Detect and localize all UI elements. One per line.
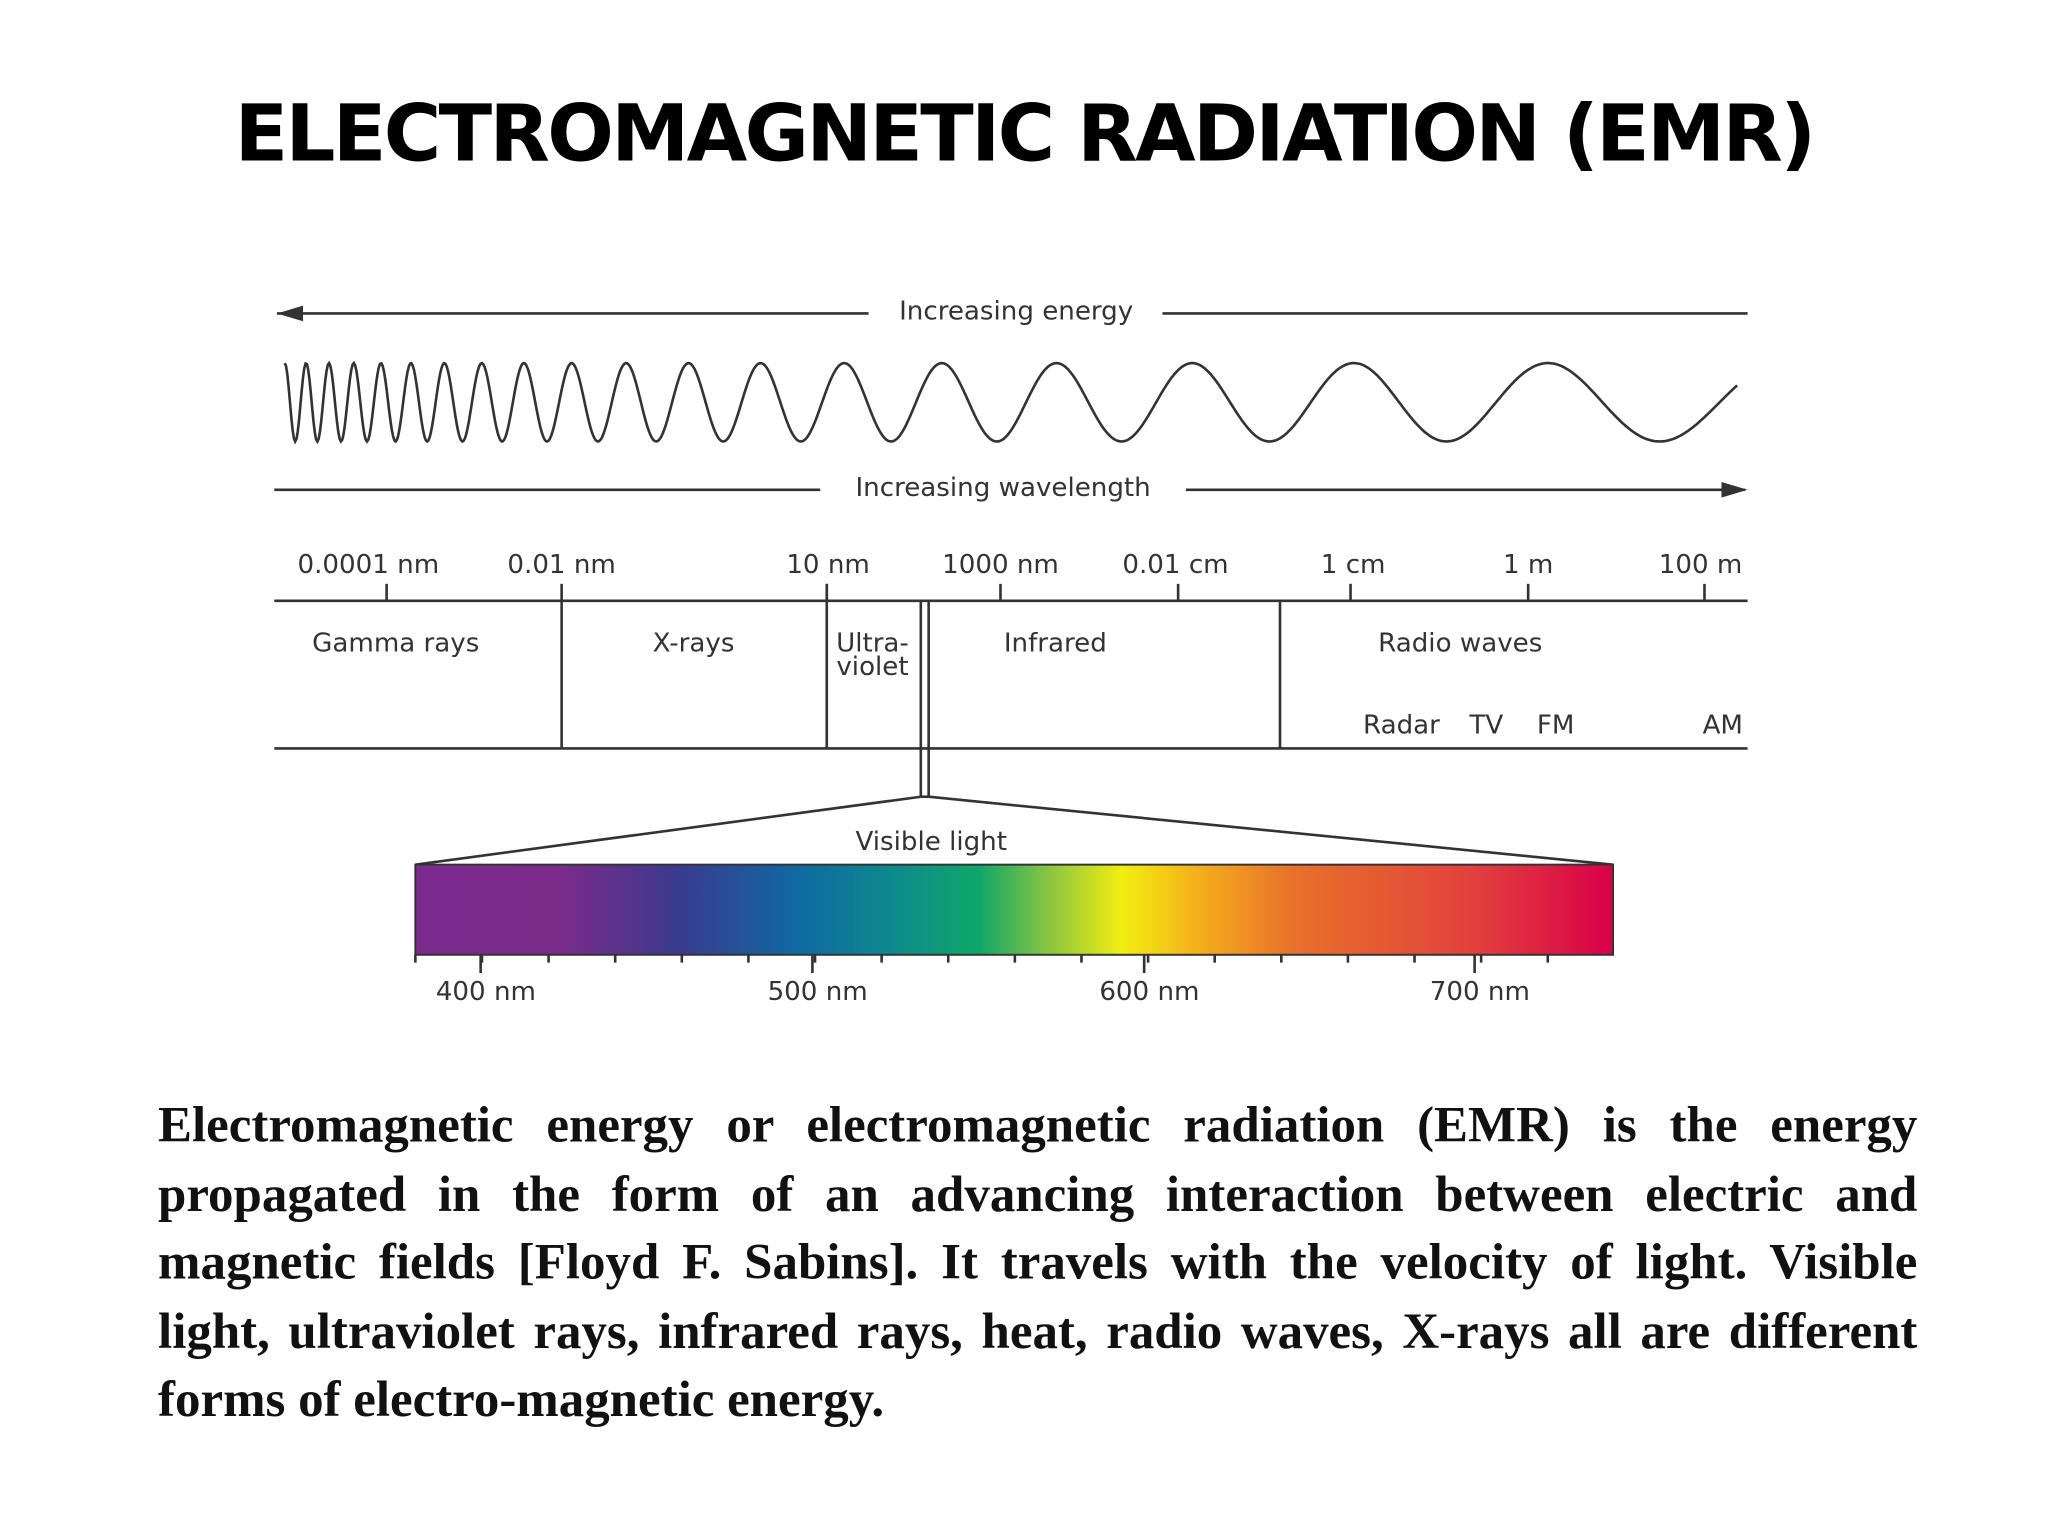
scale-label: 1 cm bbox=[1321, 550, 1386, 580]
wave bbox=[283, 360, 1739, 445]
radio-subband: Radar bbox=[1363, 711, 1440, 741]
visible-spectrum bbox=[414, 863, 1615, 956]
visible-label: Visible light bbox=[856, 827, 1007, 857]
band-label: X-rays bbox=[653, 628, 735, 658]
scale-label: 0.01 cm bbox=[1122, 550, 1228, 580]
band-label: Radio waves bbox=[1378, 628, 1542, 658]
zoom-line bbox=[415, 795, 921, 866]
band-label: violet bbox=[836, 652, 908, 682]
scale-label: 0.0001 nm bbox=[298, 550, 440, 580]
body-paragraph: Electromagnetic energy or electromagneti… bbox=[158, 1097, 1918, 1428]
scale-label: 1000 nm bbox=[942, 550, 1059, 580]
slide-title: ELECTROMAGNETIC RADIATION (EMR) bbox=[234, 88, 1816, 181]
visible-scale-label: 500 nm bbox=[768, 977, 868, 1007]
spectrum-diagram: Increasing energy Increasing wavelength … bbox=[274, 297, 1748, 1007]
radio-subband: AM bbox=[1703, 711, 1743, 741]
band-label: Ultra- bbox=[836, 628, 909, 658]
visible-scale-label: 700 nm bbox=[1430, 977, 1530, 1007]
scale-label: 1 m bbox=[1503, 550, 1553, 580]
scale-label: 100 m bbox=[1659, 550, 1743, 580]
energy-label: Increasing energy bbox=[899, 297, 1133, 327]
band-label: Infrared bbox=[1004, 628, 1107, 658]
wavelength-label: Increasing wavelength bbox=[855, 473, 1150, 503]
radio-subband: FM bbox=[1537, 711, 1575, 741]
visible-scale-label: 400 nm bbox=[436, 977, 536, 1007]
radio-subband: TV bbox=[1468, 711, 1503, 741]
zoom-line bbox=[928, 795, 1614, 866]
arrowhead bbox=[276, 305, 304, 322]
arrowhead bbox=[1721, 481, 1748, 498]
band-label: Gamma rays bbox=[312, 628, 479, 658]
visible-scale-label: 600 nm bbox=[1099, 977, 1199, 1007]
scale-label: 10 nm bbox=[786, 550, 870, 580]
scale-label: 0.01 nm bbox=[507, 550, 615, 580]
